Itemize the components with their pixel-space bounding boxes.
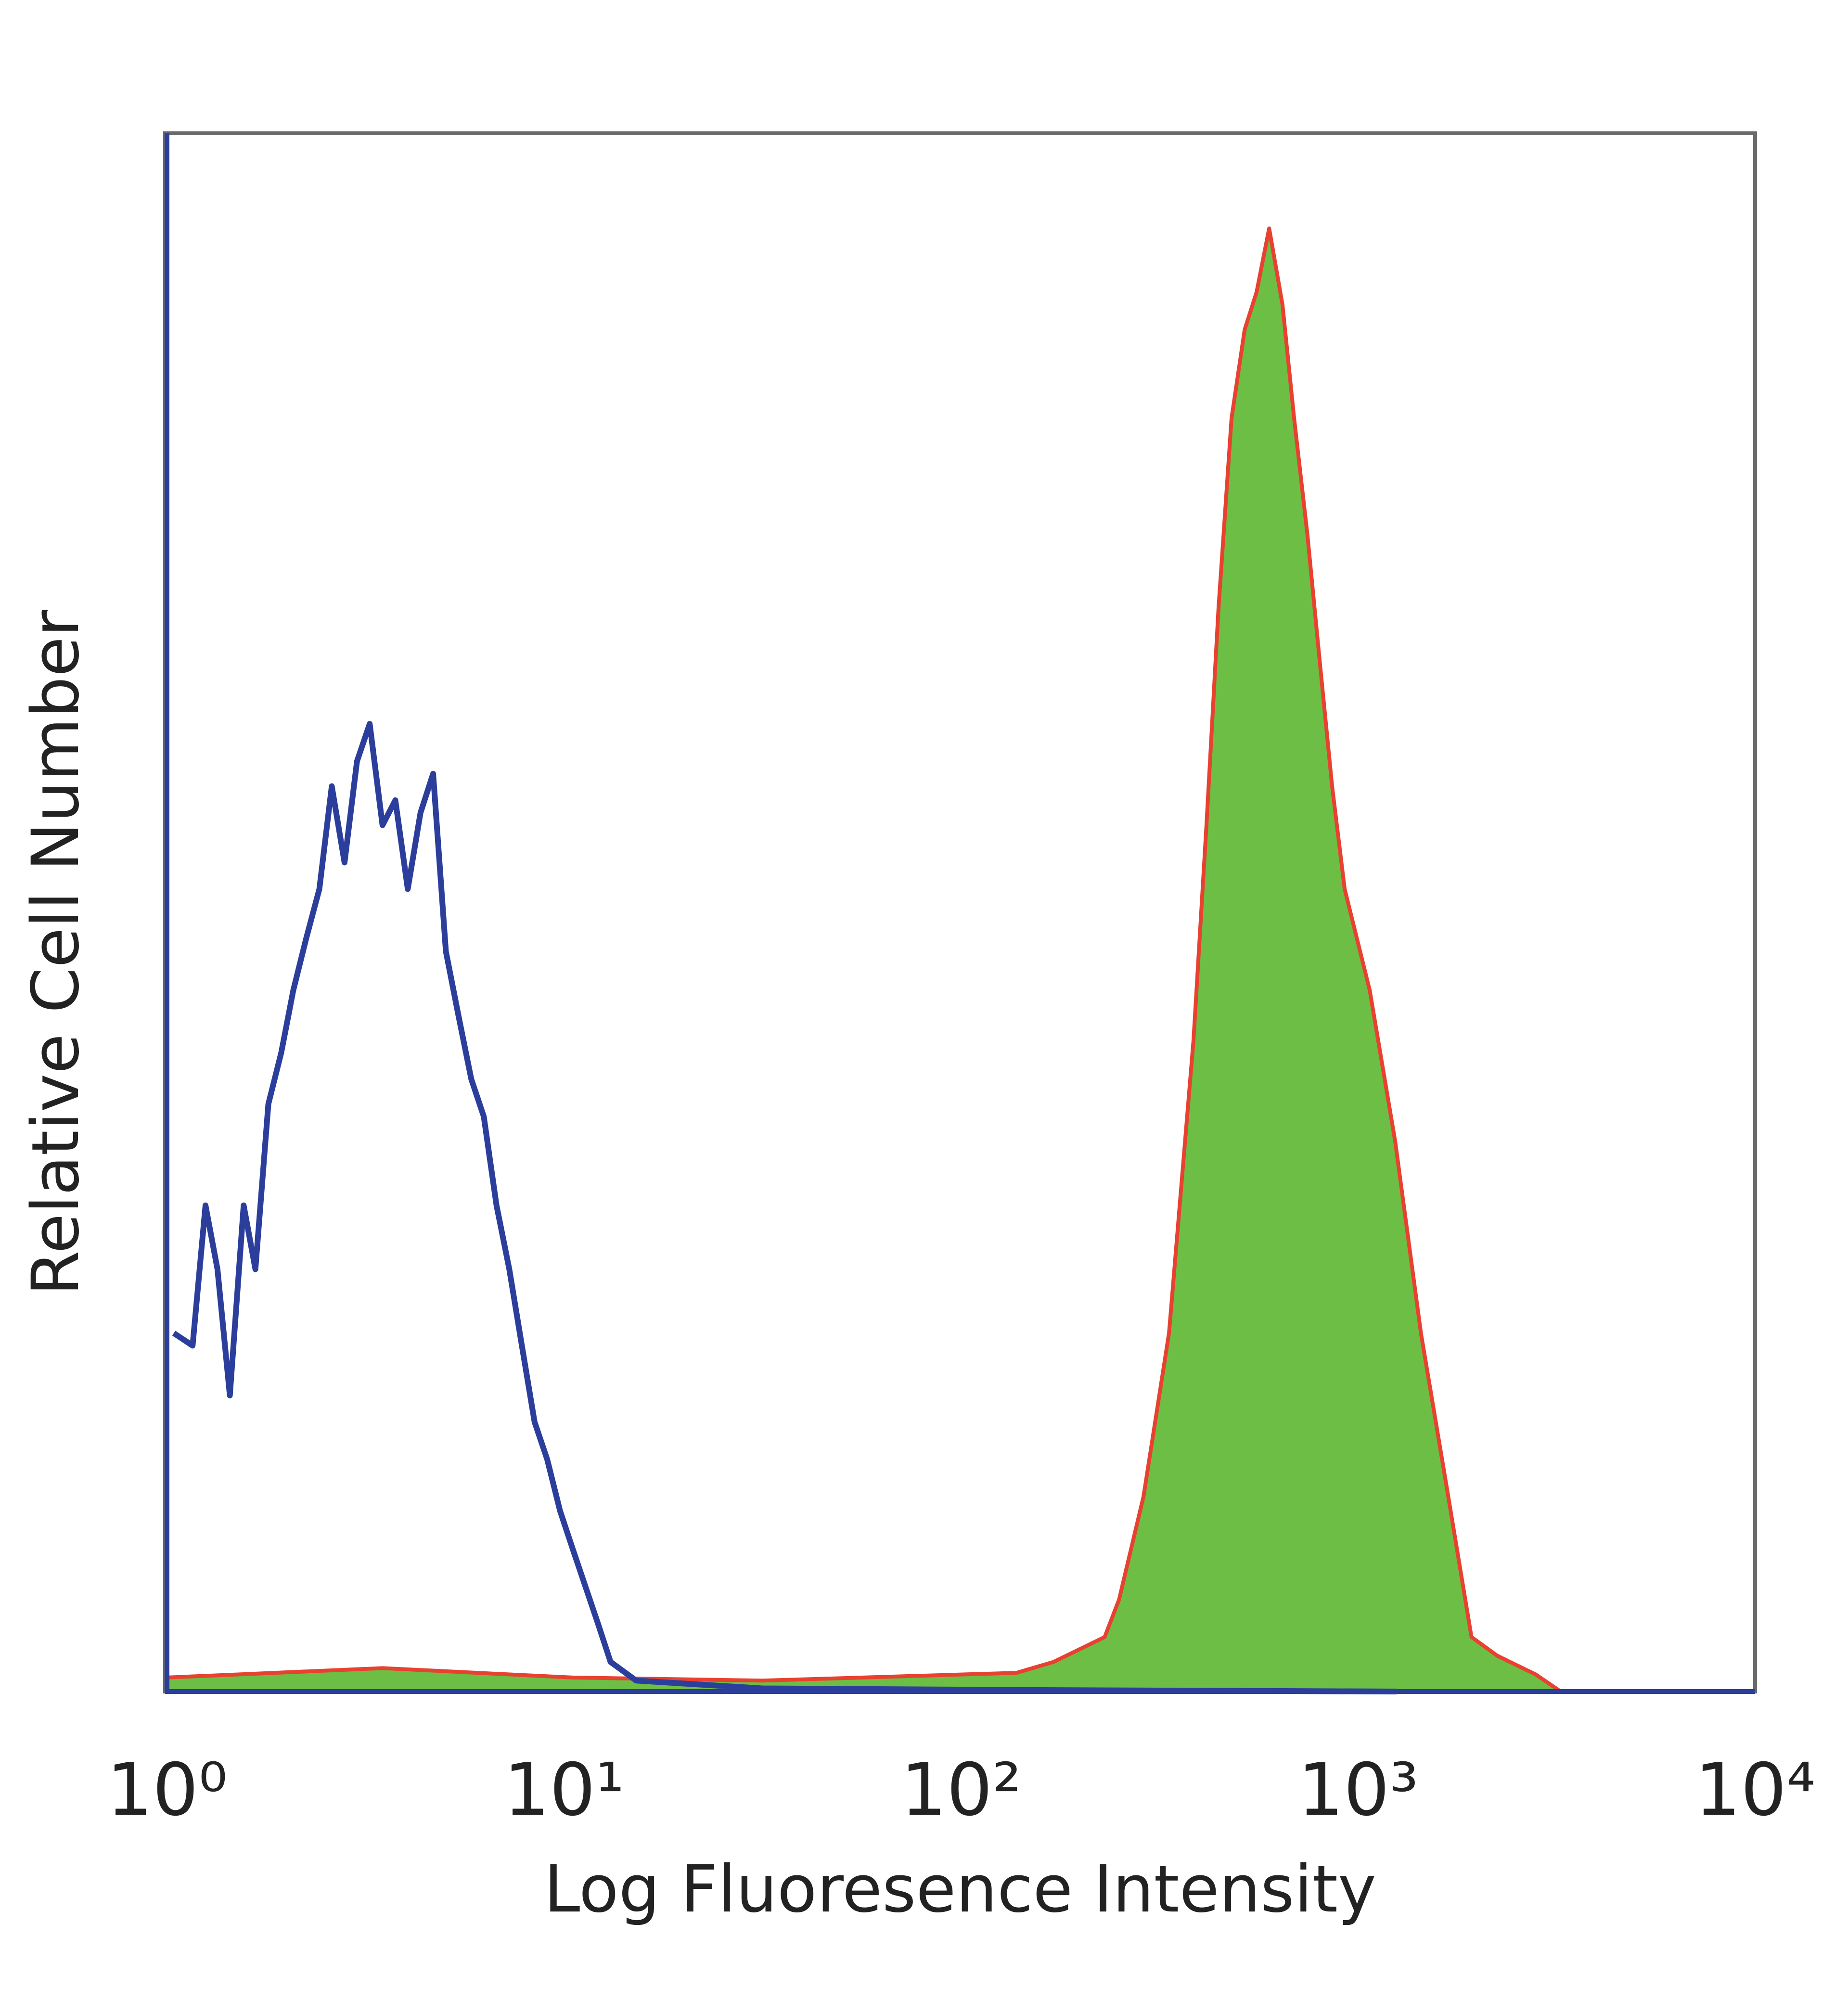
histogram-area (165, 226, 1563, 1693)
x-axis-label: Log Fluoresence Intensity (544, 1851, 1376, 1927)
histogram-line (172, 721, 1397, 1694)
x-tick-label: 10² (900, 1748, 1021, 1832)
plot-area (165, 226, 1563, 1694)
x-tick-label: 10⁰ (106, 1748, 227, 1832)
x-tick-label: 10¹ (503, 1748, 624, 1832)
x-tick-label: 10⁴ (1694, 1748, 1815, 1832)
plot-frame (163, 131, 1757, 1693)
y-axis-label: Relative Cell Number (18, 610, 93, 1295)
x-tick-label: 10³ (1297, 1748, 1418, 1832)
